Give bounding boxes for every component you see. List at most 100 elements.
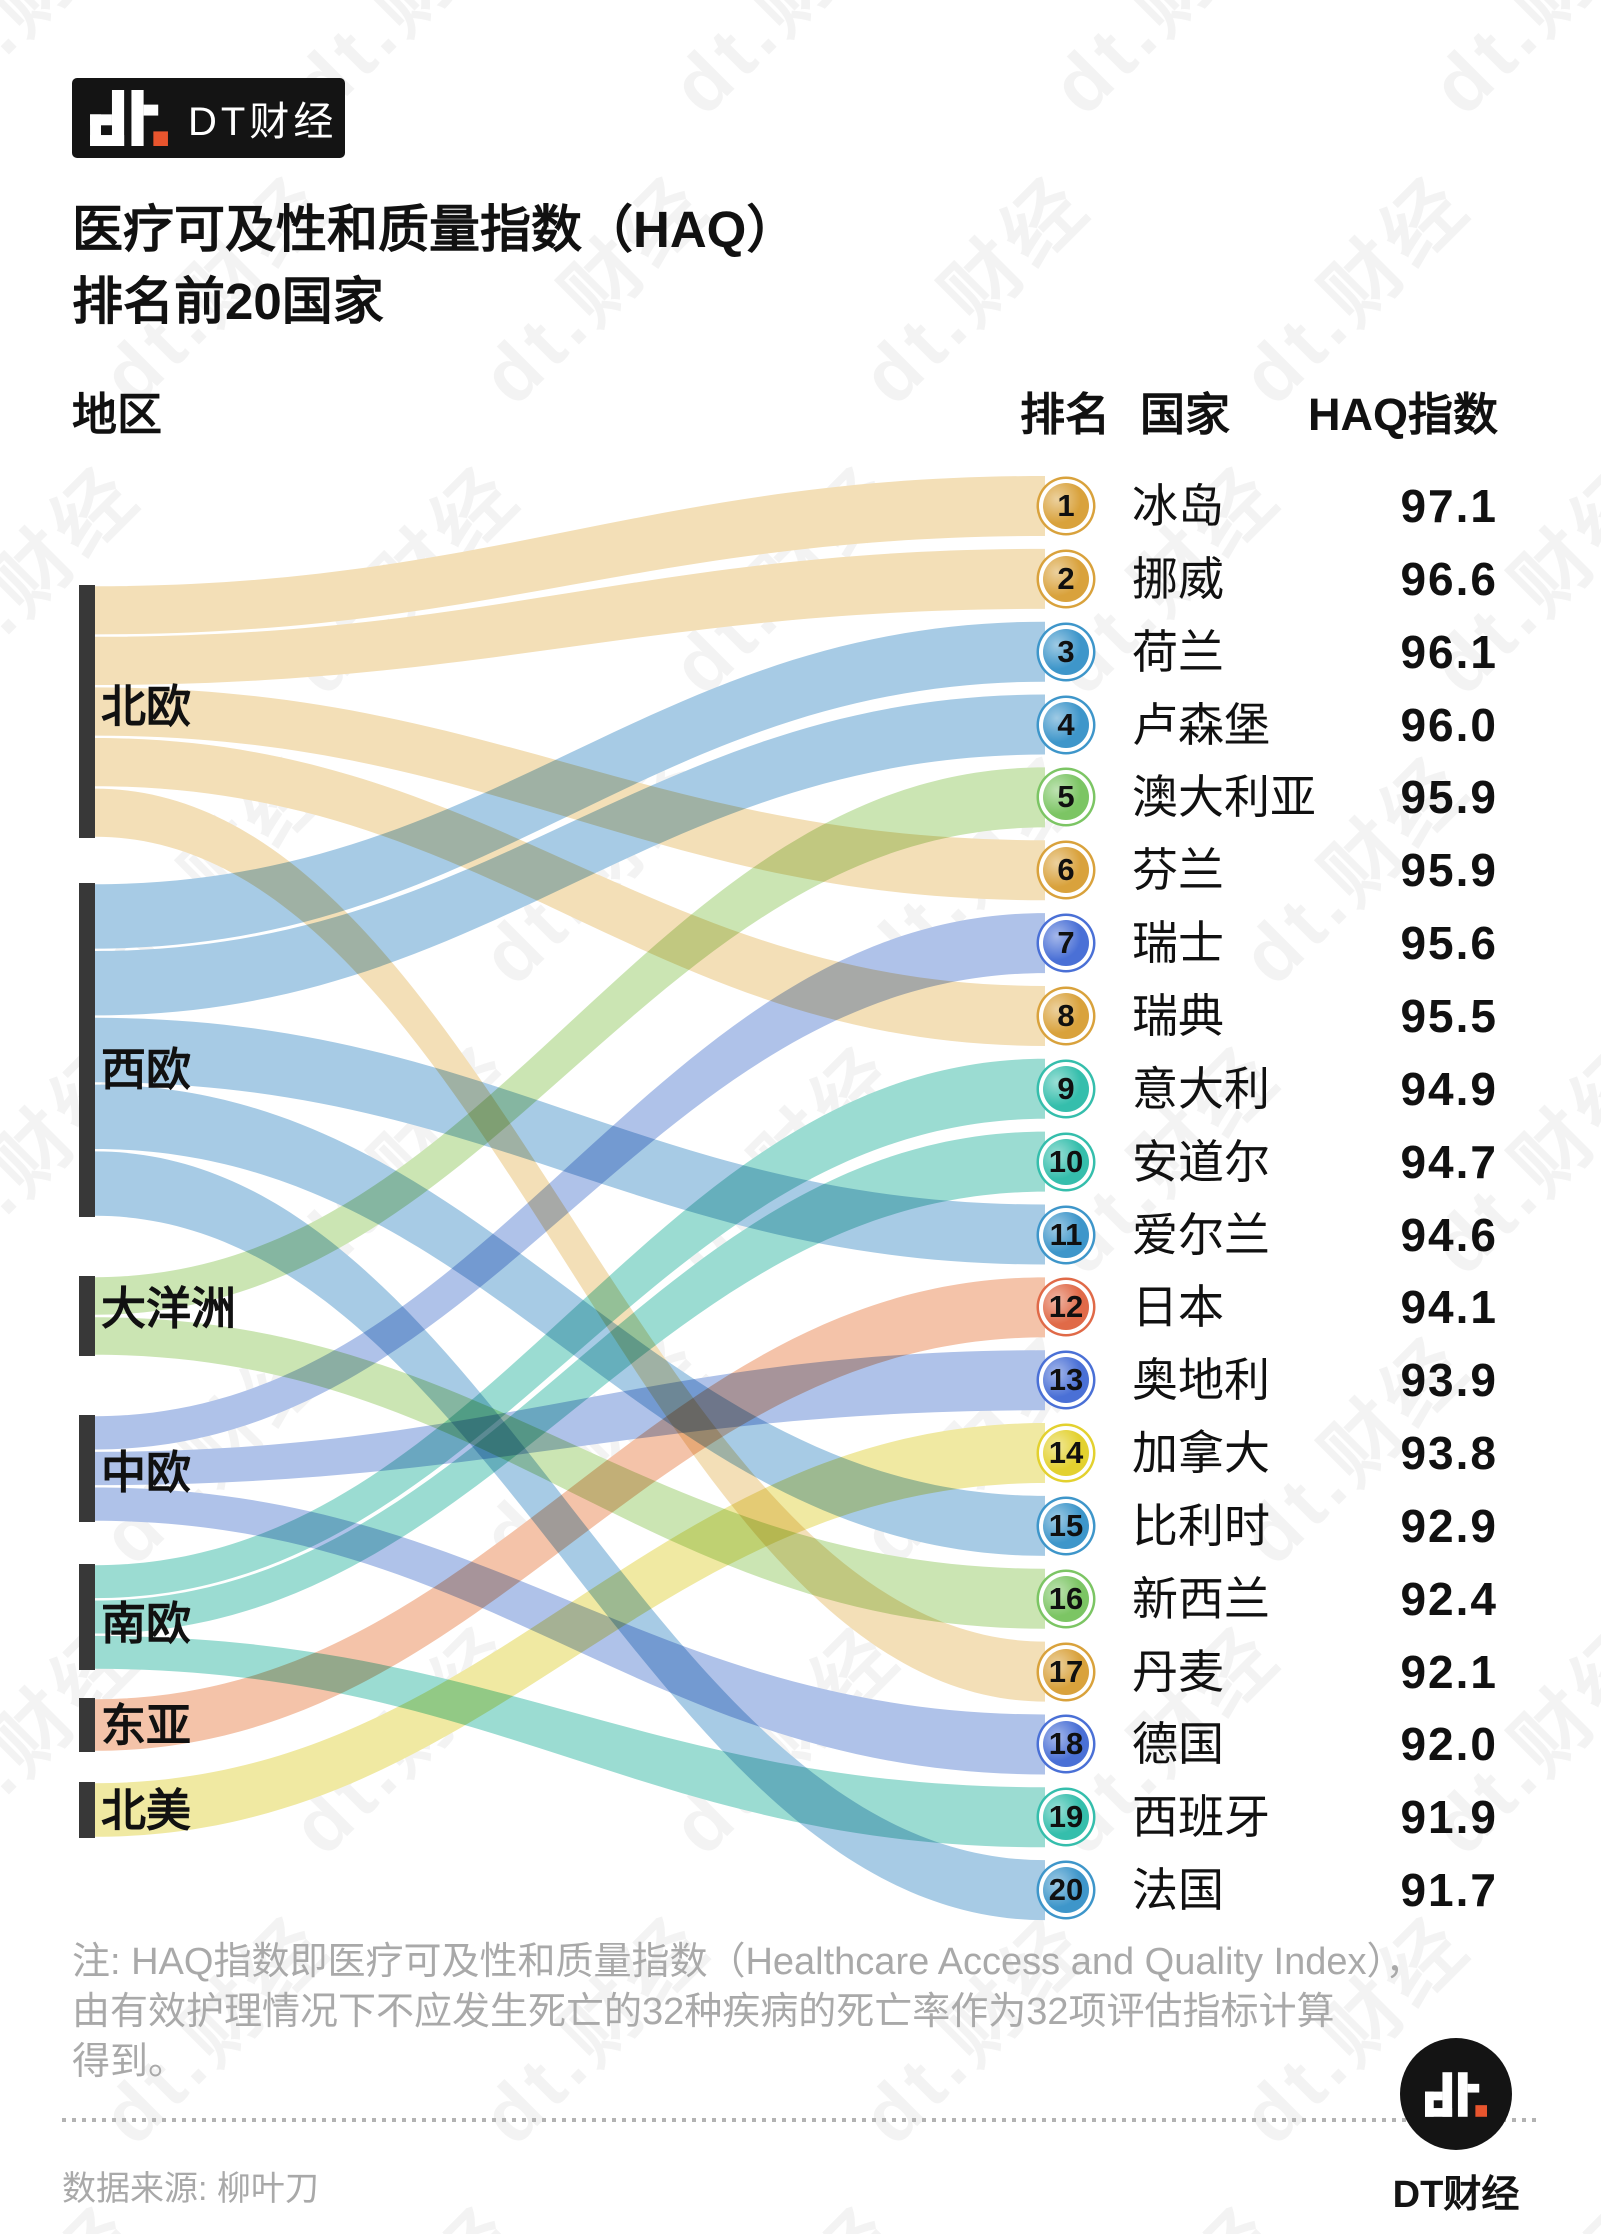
- country-name-15: 比利时: [1132, 1499, 1270, 1552]
- country-name-4: 卢森堡: [1132, 698, 1270, 751]
- rank-badge-5: 5: [1043, 774, 1089, 821]
- page-title-line2: 排名前20国家: [72, 273, 384, 330]
- sankey-ribbon-北美-14: [95, 1423, 1045, 1837]
- country-name-3: 荷兰: [1132, 625, 1224, 678]
- footnote-line1: 注: HAQ指数即医疗可及性和质量指数（Healthcare Access an…: [72, 1941, 1424, 1983]
- sankey-ribbon-西欧-3: [95, 621, 1045, 949]
- footnote-line2: 由有效护理情况下不应发生死亡的32种疾病的死亡率作为32项评估指标计算: [72, 1991, 1335, 2033]
- haq-score-13: 93.9: [1400, 1354, 1498, 1407]
- region-bar-南欧: [79, 1564, 95, 1670]
- sankey-ribbon-南欧-9: [95, 1058, 1045, 1599]
- country-name-13: 奥地利: [1132, 1354, 1270, 1407]
- haq-score-12: 94.1: [1400, 1281, 1498, 1334]
- header-country: 国家: [1140, 389, 1231, 440]
- haq-score-9: 94.9: [1400, 1062, 1498, 1115]
- sankey-ribbon-东亚-12: [95, 1277, 1045, 1751]
- rank-badge-12: 12: [1043, 1284, 1089, 1331]
- haq-score-20: 91.7: [1400, 1864, 1498, 1917]
- country-name-2: 挪威: [1132, 552, 1224, 605]
- region-label-中欧: 中欧: [101, 1447, 192, 1498]
- dt-logo-icon: [1425, 2071, 1487, 2117]
- haq-score-7: 95.6: [1400, 917, 1498, 970]
- haq-score-8: 95.5: [1400, 989, 1498, 1042]
- footer-logo-badge: [1400, 2038, 1512, 2150]
- rank-badge-16: 16: [1043, 1575, 1089, 1622]
- region-bar-东亚: [79, 1698, 95, 1752]
- region-bar-北美: [79, 1782, 95, 1838]
- sankey-ribbon-中欧-7: [95, 913, 1045, 1450]
- rank-badge-15: 15: [1043, 1502, 1089, 1549]
- rank-badge-17: 17: [1043, 1648, 1089, 1695]
- region-label-北欧: 北欧: [101, 681, 192, 732]
- country-name-6: 芬兰: [1132, 844, 1224, 897]
- country-name-19: 西班牙: [1132, 1791, 1270, 1844]
- header-region: 地区: [72, 389, 163, 440]
- region-label-南欧: 南欧: [101, 1598, 192, 1649]
- rank-badge-3: 3: [1043, 628, 1089, 675]
- page-title-line1: 医疗可及性和质量指数（HAQ）: [72, 201, 798, 258]
- dt-logo-icon: [90, 90, 168, 146]
- country-name-7: 瑞士: [1132, 917, 1224, 970]
- country-name-9: 意大利: [1132, 1062, 1270, 1115]
- haq-score-15: 92.9: [1400, 1499, 1498, 1552]
- rank-badge-7: 7: [1043, 920, 1089, 967]
- rank-badge-4: 4: [1043, 701, 1089, 748]
- footer-brand-name: DT财经: [1392, 2174, 1520, 2216]
- page-title: 医疗可及性和质量指数（HAQ） 排名前20国家: [72, 194, 797, 338]
- rank-badge-19: 19: [1043, 1794, 1089, 1841]
- rank-badge-18: 18: [1043, 1721, 1089, 1768]
- country-name-1: 冰岛: [1132, 480, 1224, 532]
- region-bar-中欧: [79, 1415, 95, 1522]
- region-bar-大洋洲: [79, 1276, 95, 1356]
- haq-score-19: 91.9: [1400, 1791, 1498, 1844]
- region-label-北美: 北美: [101, 1785, 192, 1836]
- brand-badge: DT财经: [72, 78, 345, 158]
- country-name-5: 澳大利亚: [1132, 771, 1316, 824]
- haq-score-2: 96.6: [1400, 552, 1498, 605]
- country-name-20: 法国: [1132, 1864, 1224, 1917]
- sankey-ribbon-大洋洲-16: [95, 1317, 1045, 1629]
- haq-score-18: 92.0: [1400, 1718, 1498, 1771]
- rank-badge-6: 6: [1043, 847, 1089, 894]
- country-name-8: 瑞典: [1132, 989, 1224, 1042]
- sankey-ribbon-北欧-1: [95, 476, 1045, 635]
- country-name-12: 日本: [1132, 1281, 1224, 1334]
- rank-badge-9: 9: [1043, 1065, 1089, 1112]
- header-score: HAQ指数: [1308, 389, 1498, 440]
- sankey-ribbon-北欧-8: [95, 738, 1045, 1046]
- country-name-17: 丹麦: [1132, 1645, 1224, 1698]
- haq-score-6: 95.9: [1400, 844, 1498, 897]
- footnote: 注: HAQ指数即医疗可及性和质量指数（Healthcare Access an…: [72, 1937, 1432, 2087]
- rank-badge-14: 14: [1043, 1430, 1089, 1477]
- haq-score-3: 96.1: [1400, 625, 1498, 678]
- rank-badge-1: 1: [1043, 483, 1089, 529]
- dotted-divider: [62, 2118, 1540, 2122]
- rank-badge-10: 10: [1043, 1138, 1089, 1185]
- data-source: 数据来源: 柳叶刀: [62, 2170, 319, 2208]
- haq-score-11: 94.6: [1400, 1208, 1498, 1261]
- region-bar-北欧: [79, 585, 95, 838]
- sankey-ribbon-北欧-17: [95, 788, 1045, 1702]
- region-bar-西欧: [79, 883, 95, 1217]
- sankey-ribbon-西欧-4: [95, 694, 1045, 1016]
- haq-score-17: 92.1: [1400, 1645, 1498, 1698]
- region-label-大洋洲: 大洋洲: [101, 1283, 237, 1334]
- rank-badge-13: 13: [1043, 1357, 1089, 1404]
- header-rank: 排名: [1019, 389, 1111, 440]
- region-label-西欧: 西欧: [101, 1044, 192, 1095]
- haq-score-1: 97.1: [1400, 480, 1498, 532]
- country-name-11: 爱尔兰: [1132, 1208, 1270, 1261]
- rank-badge-20: 20: [1043, 1867, 1089, 1914]
- haq-score-14: 93.8: [1400, 1427, 1498, 1480]
- haq-score-4: 96.0: [1400, 698, 1498, 751]
- sankey-ribbon-南欧-10: [95, 1131, 1045, 1634]
- haq-score-16: 92.4: [1400, 1572, 1498, 1625]
- region-label-东亚: 东亚: [101, 1700, 192, 1751]
- country-name-14: 加拿大: [1132, 1427, 1270, 1480]
- sankey-ribbon-大洋洲-5: [95, 767, 1045, 1315]
- country-name-10: 安道尔: [1132, 1135, 1270, 1188]
- footnote-line3: 得到。: [72, 2041, 187, 2083]
- sankey-ribbon-北欧-2: [95, 548, 1045, 685]
